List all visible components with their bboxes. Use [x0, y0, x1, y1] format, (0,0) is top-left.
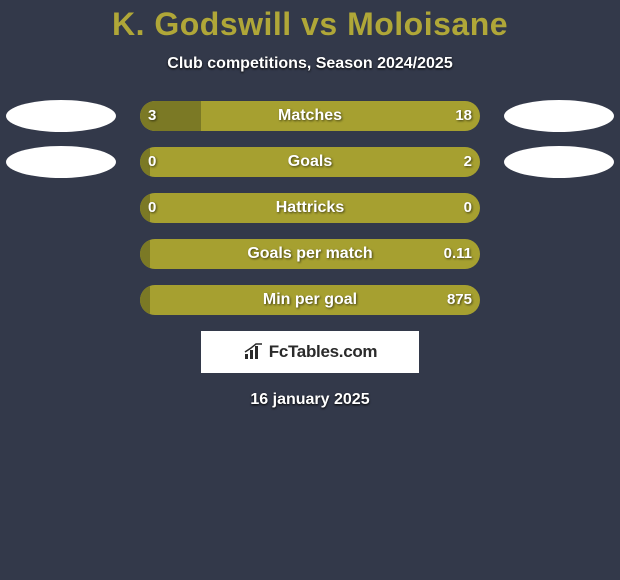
bar-left-fill: [140, 193, 150, 223]
comparison-infographic: K. Godswill vs Moloisane Club competitio…: [0, 0, 620, 409]
bar-track: Matches: [140, 101, 480, 131]
stat-label: Hattricks: [140, 193, 480, 223]
bar-track: Goals: [140, 147, 480, 177]
page-title: K. Godswill vs Moloisane: [0, 6, 620, 43]
bar-track: Goals per match: [140, 239, 480, 269]
bar-left-fill: [140, 285, 150, 315]
team-badge-right: [504, 100, 614, 132]
stat-row: Matches 3 18: [0, 101, 620, 131]
stat-row: Min per goal 875: [0, 285, 620, 315]
brand-box: FcTables.com: [201, 331, 419, 373]
date-text: 16 january 2025: [0, 391, 620, 409]
page-subtitle: Club competitions, Season 2024/2025: [0, 55, 620, 73]
bars-area: Matches 3 18 Goals 0 2 Hattricks 0 0: [0, 101, 620, 315]
stat-row: Goals per match 0.11: [0, 239, 620, 269]
brand-text: FcTables.com: [269, 342, 378, 362]
bar-left-fill: [140, 239, 150, 269]
stat-row: Goals 0 2: [0, 147, 620, 177]
stat-label: Min per goal: [140, 285, 480, 315]
bar-left-fill: [140, 101, 201, 131]
team-badge-left: [6, 100, 116, 132]
stat-row: Hattricks 0 0: [0, 193, 620, 223]
team-badge-left: [6, 146, 116, 178]
bar-left-fill: [140, 147, 150, 177]
stat-label: Goals: [140, 147, 480, 177]
bar-track: Min per goal: [140, 285, 480, 315]
bar-track: Hattricks: [140, 193, 480, 223]
bar-chart-icon: [243, 343, 265, 361]
stat-label: Goals per match: [140, 239, 480, 269]
team-badge-right: [504, 146, 614, 178]
